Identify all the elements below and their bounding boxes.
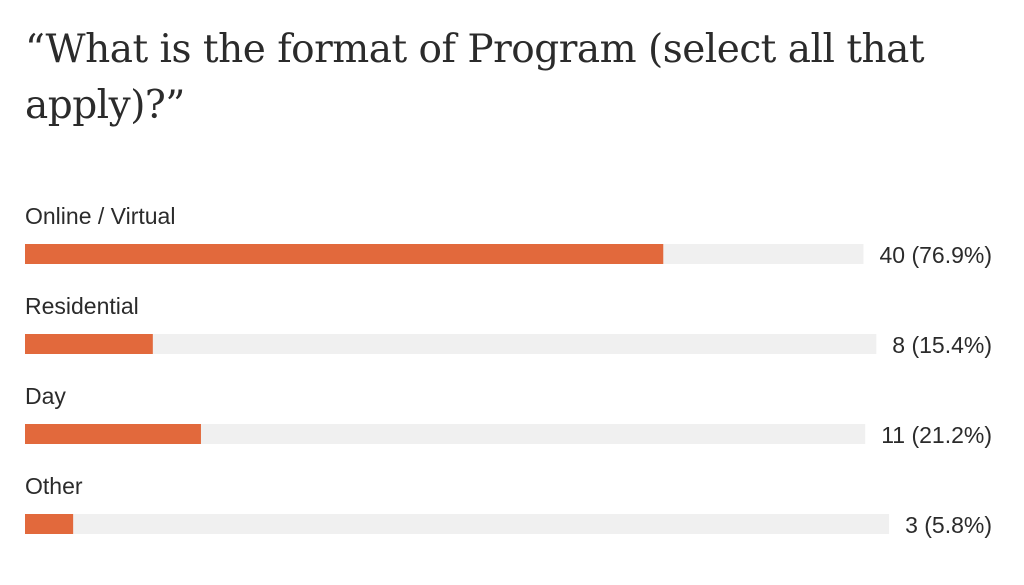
value-label: 3 (5.8%) [905, 512, 992, 538]
bar [25, 424, 201, 444]
category-label: Other [25, 473, 83, 499]
category-label: Residential [25, 293, 139, 319]
bar [25, 244, 664, 264]
value-label: 11 (21.2%) [881, 422, 992, 448]
chart-title: “What is the format of Program (select a… [25, 27, 925, 128]
value-label: 8 (15.4%) [892, 332, 992, 358]
bar-track [25, 514, 890, 534]
bar [25, 514, 74, 534]
category-label: Online / Virtual [25, 203, 175, 229]
category-label: Day [25, 383, 66, 409]
bar [25, 334, 153, 354]
value-label: 40 (76.9%) [879, 242, 992, 268]
bar-track [25, 424, 866, 444]
bar-track [25, 334, 877, 354]
